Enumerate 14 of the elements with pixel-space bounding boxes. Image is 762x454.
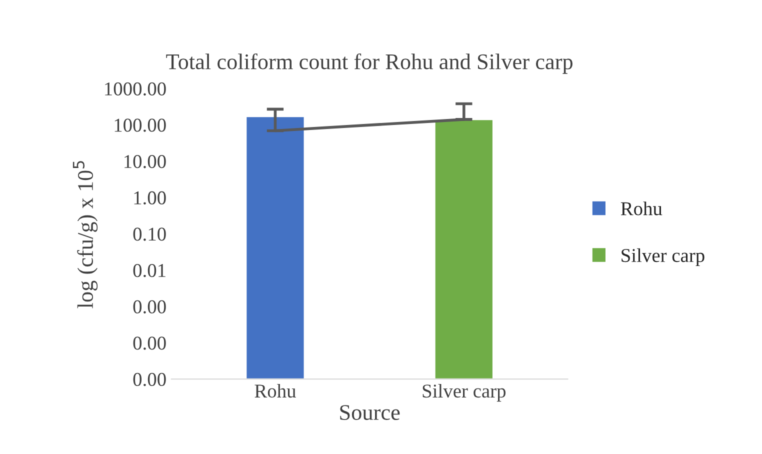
x-axis-title: Source [340, 405, 400, 420]
y-tick-label: 0.00 [133, 372, 166, 386]
y-axis-title: log (cfu/g) x 10$^{5}$ [72, 161, 98, 308]
y-tick-label: 10.00 [124, 154, 166, 168]
y-tick-label: 0.00 [133, 300, 166, 314]
legend-label: Rohu [620, 202, 662, 216]
y-tick-label: 0.10 [133, 228, 166, 241]
legend-label: Silver carp [622, 248, 704, 266]
y-tick-label: 1.00 [134, 191, 166, 205]
y-tick-label: 100.00 [114, 118, 166, 132]
chart-title: Total coliform count for Rohu and Silver carp [166, 53, 572, 74]
y-tick-label: 1000.00 [105, 82, 166, 96]
y-tick-label: 0.01 [133, 264, 166, 278]
y-tick-label: 0.00 [133, 336, 166, 350]
